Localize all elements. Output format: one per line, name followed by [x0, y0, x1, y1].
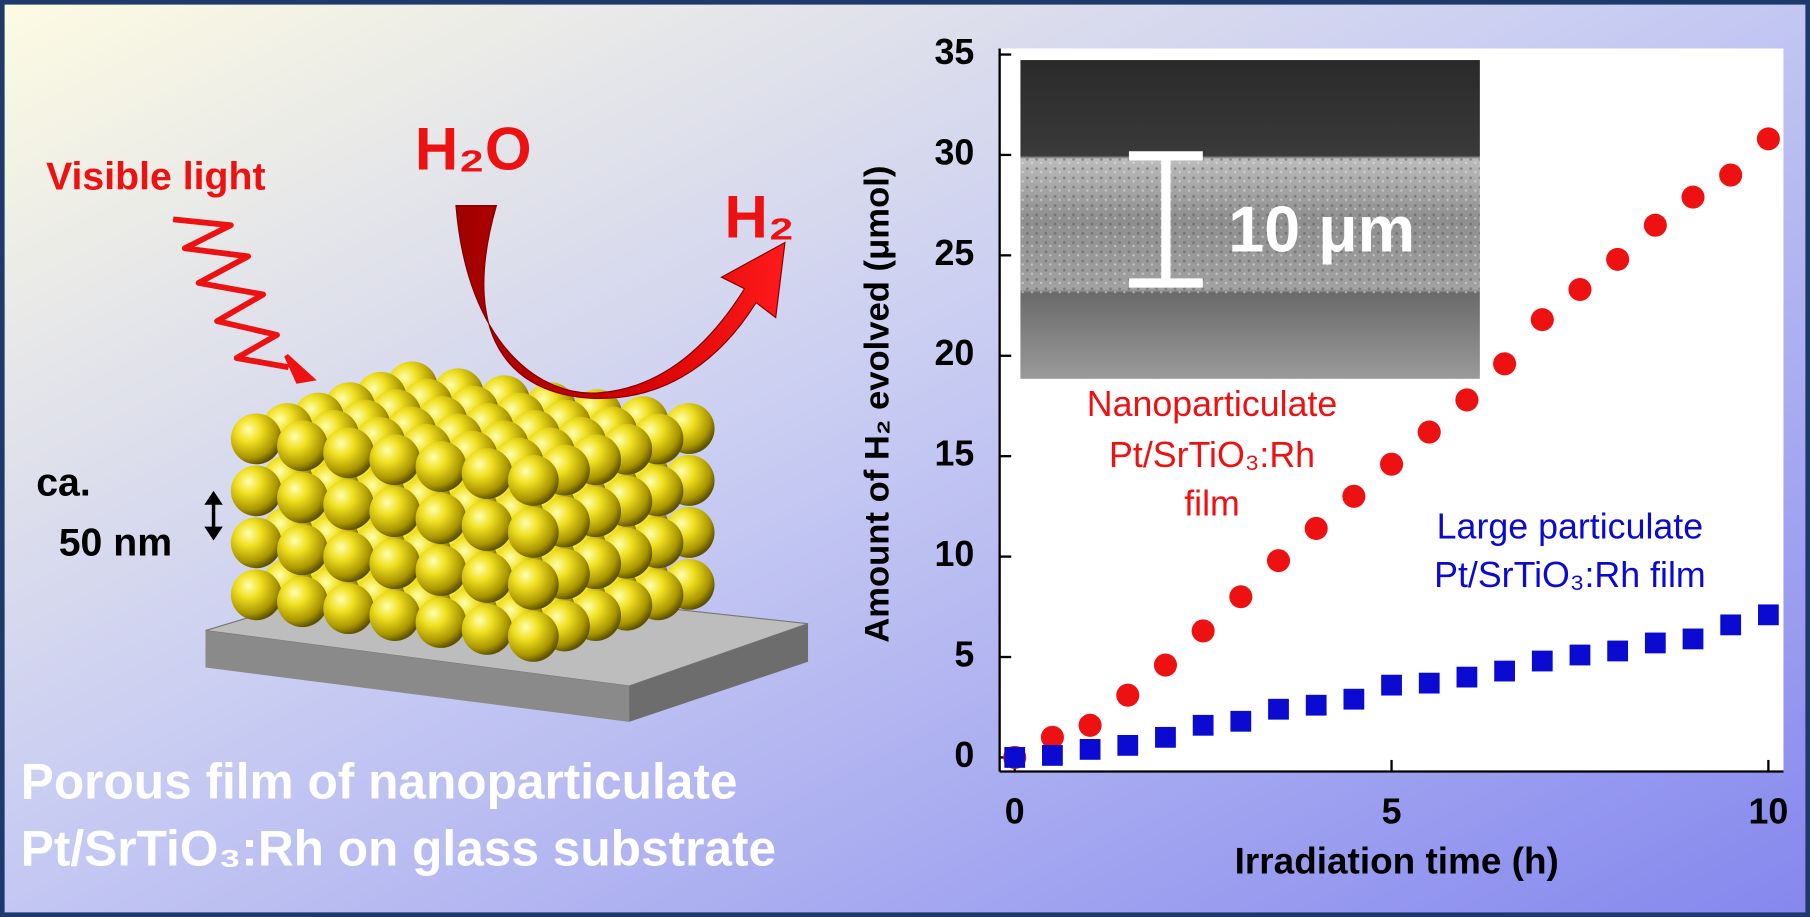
y-tick-label: 25	[934, 233, 974, 273]
point	[1155, 727, 1176, 748]
point	[1494, 661, 1515, 682]
point	[1080, 739, 1101, 760]
point	[1418, 421, 1441, 444]
series-label: Pt/SrTiO₃:Rh	[1109, 435, 1315, 475]
y-axis-label: Amount of H₂ evolved (μmol)	[859, 166, 897, 643]
particle	[277, 576, 328, 627]
particle-film	[231, 361, 715, 661]
particle	[231, 465, 282, 516]
particle	[462, 552, 513, 603]
size-label: 50 nm	[59, 520, 172, 564]
light-label: Visible light	[46, 154, 266, 198]
y-tick-label: 35	[934, 32, 974, 72]
point	[1419, 673, 1440, 694]
point	[1606, 248, 1629, 271]
point	[1758, 604, 1779, 625]
particle	[277, 420, 328, 471]
particle	[416, 597, 467, 648]
point	[1381, 675, 1402, 696]
particle	[323, 531, 374, 582]
particle	[416, 441, 467, 492]
x-tick-label: 0	[1005, 792, 1025, 832]
point	[1457, 667, 1478, 688]
particle	[369, 538, 420, 589]
y-tick-label: 5	[954, 634, 974, 674]
point	[1117, 735, 1138, 756]
particle	[231, 413, 282, 464]
y-tick-label: 0	[954, 735, 974, 775]
point	[1720, 614, 1741, 635]
point	[1570, 645, 1591, 666]
point	[1681, 186, 1704, 209]
particle	[462, 500, 513, 551]
inset-label: 10 μm	[1228, 193, 1415, 266]
point	[1154, 653, 1177, 676]
particle	[462, 448, 513, 499]
point	[1568, 278, 1591, 301]
point	[1645, 633, 1666, 654]
particle	[508, 559, 559, 610]
point	[1230, 711, 1251, 732]
point	[1455, 388, 1478, 411]
particle	[369, 434, 420, 485]
x-tick-label: 10	[1748, 792, 1788, 832]
particle	[277, 472, 328, 523]
point	[1343, 689, 1364, 710]
particle	[508, 611, 559, 662]
page: {"illustration": { "light_label": "Visib…	[0, 0, 1810, 917]
size-label: ca.	[36, 460, 91, 504]
series-label: Nanoparticulate	[1087, 384, 1338, 424]
point	[1193, 715, 1214, 736]
y-tick-label: 15	[934, 434, 974, 474]
particle	[462, 604, 513, 655]
particle	[369, 590, 420, 641]
caption: Porous film of nanoparticulate	[21, 753, 738, 809]
particle	[416, 545, 467, 596]
reactant-label: H₂O	[415, 115, 532, 182]
y-tick-label: 30	[934, 132, 974, 172]
point	[1607, 641, 1628, 662]
particle	[323, 479, 374, 530]
point	[1305, 517, 1328, 540]
particle	[231, 569, 282, 620]
sem-inset: 10 μm	[1020, 60, 1479, 379]
y-tick-label: 20	[934, 333, 974, 373]
point	[1192, 619, 1215, 642]
particle	[231, 517, 282, 568]
point	[1267, 549, 1290, 572]
series-label: film	[1184, 483, 1240, 523]
point	[1531, 308, 1554, 331]
point	[1079, 714, 1102, 737]
point	[1532, 651, 1553, 672]
product-label: H₂	[725, 184, 795, 251]
x-axis-label: Irradiation time (h)	[1235, 841, 1559, 882]
y-tick-label: 10	[934, 534, 974, 574]
series-label: Large particulate	[1437, 506, 1703, 546]
point	[1342, 485, 1365, 508]
caption: Pt/SrTiO₃:Rh on glass substrate	[21, 820, 776, 876]
series-label: Pt/SrTiO₃:Rh film	[1434, 555, 1706, 595]
particle	[369, 486, 420, 537]
particle	[323, 427, 374, 478]
particle	[277, 524, 328, 575]
point	[1493, 352, 1516, 375]
point	[1229, 585, 1252, 608]
point	[1042, 745, 1063, 766]
x-tick-label: 5	[1382, 792, 1402, 832]
particle	[508, 507, 559, 558]
particle	[416, 493, 467, 544]
point	[1380, 453, 1403, 476]
particle	[508, 455, 559, 506]
point	[1306, 695, 1327, 716]
figure: Visible light H₂O H₂ ca. 50 nm Porous fi…	[0, 0, 1810, 917]
point	[1644, 214, 1667, 237]
point	[1757, 127, 1780, 150]
point	[1719, 163, 1742, 186]
point	[1116, 684, 1139, 707]
point	[1683, 629, 1704, 650]
particle	[323, 583, 374, 634]
point	[1268, 699, 1289, 720]
point	[1004, 747, 1025, 768]
